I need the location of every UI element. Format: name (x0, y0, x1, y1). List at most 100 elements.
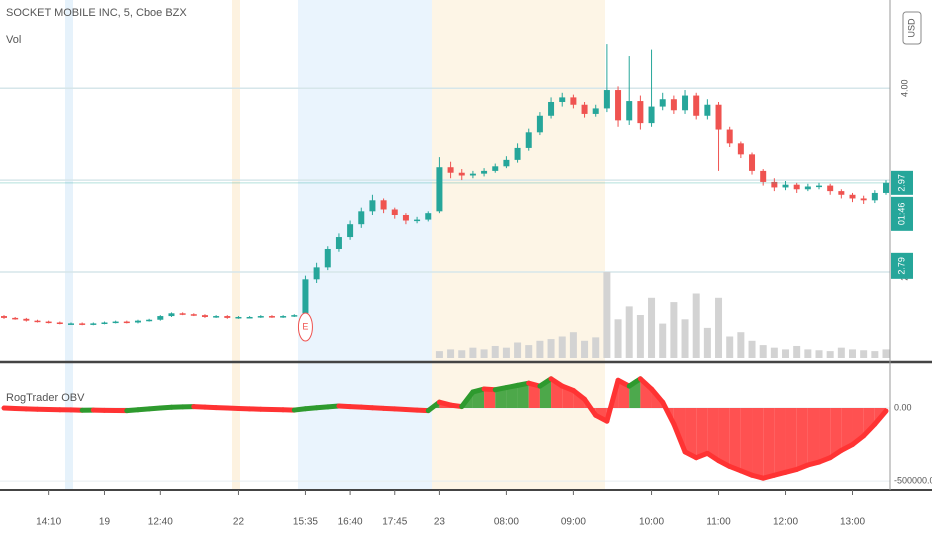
last-price-badge (891, 170, 913, 195)
volume-bar (882, 349, 890, 358)
obv-area (718, 408, 730, 467)
x-tick-label: 14:10 (36, 517, 61, 528)
candle-body (581, 104, 588, 114)
candle-body (79, 323, 86, 325)
candle-body (659, 99, 666, 107)
obv-area (528, 383, 540, 409)
candle-body (168, 313, 175, 317)
obv-area (495, 387, 507, 409)
candle-body (860, 198, 867, 201)
obv-area (819, 408, 831, 463)
candle-body (302, 279, 309, 314)
x-tick-label: 16:40 (338, 517, 363, 528)
obv-area (774, 408, 786, 476)
x-tick-label: 19 (99, 517, 111, 528)
candle-body (101, 322, 108, 324)
volume-bar (469, 347, 477, 358)
volume-bar (603, 272, 611, 358)
candle-body (637, 101, 644, 124)
volume-bar (636, 315, 644, 358)
x-tick-label: 11:00 (706, 517, 731, 528)
volume-bar (502, 347, 510, 358)
x-tick-label: 13:00 (840, 517, 865, 528)
candle-body (224, 316, 231, 318)
obv-line (861, 421, 878, 439)
volume-bar (558, 336, 566, 358)
candle-body (335, 237, 342, 249)
candle-body (682, 95, 689, 111)
candle-body (704, 104, 711, 116)
volume-bar (648, 297, 656, 358)
indicator-tick-label: 0.00 (894, 402, 912, 412)
candle-body (492, 166, 499, 171)
candle-body (90, 323, 97, 325)
candle-body (190, 314, 197, 316)
obv-area (696, 408, 708, 458)
candle-body (648, 106, 655, 124)
candle-body (246, 316, 253, 319)
last-price: 2.97 (896, 174, 906, 192)
candle-body (469, 173, 476, 176)
volume-bar (815, 350, 823, 358)
volume-bar (692, 293, 700, 358)
candle-body (179, 313, 186, 315)
candle-body (559, 97, 566, 102)
candle-body (793, 184, 800, 190)
obv-area (841, 408, 853, 451)
candle-body (213, 316, 220, 318)
session-band (65, 0, 73, 490)
volume-bar (703, 327, 711, 358)
volume-bar (737, 332, 745, 358)
volume-bar (659, 323, 667, 358)
obv-area (707, 408, 719, 461)
volume-bar (491, 345, 499, 358)
obv-area (763, 408, 775, 479)
candle-body (257, 316, 264, 318)
candle-body (56, 322, 63, 324)
candle-body (827, 185, 834, 192)
x-tick-label: 23 (434, 517, 446, 528)
x-tick-label: 17:45 (382, 517, 407, 528)
candle-body (838, 191, 845, 195)
candle-body (34, 320, 41, 323)
candle-body (737, 143, 744, 155)
volume-bar (782, 349, 790, 358)
obv-area (506, 385, 518, 409)
x-tick-label: 22 (233, 517, 245, 528)
x-tick-label: 10:00 (639, 517, 664, 528)
countdown: 01:46 (896, 203, 906, 226)
obv-line (637, 376, 655, 392)
obv-area (785, 408, 797, 473)
candle-body (871, 192, 878, 201)
candle-body (112, 321, 119, 324)
volume-bar (793, 345, 801, 358)
candle-body (670, 99, 677, 111)
obv-line (660, 399, 677, 427)
second-price: 2.79 (896, 257, 906, 275)
candle-body (615, 90, 622, 121)
indicator-tick-label: -500000.00 (894, 475, 932, 485)
candle-body (391, 209, 398, 215)
volume-bar (670, 302, 678, 358)
second-price-badge (891, 252, 913, 279)
volume-bar (447, 349, 455, 358)
volume-bar (849, 349, 857, 358)
candle-body (347, 224, 354, 238)
candle-body (67, 323, 74, 325)
candle-body (369, 200, 376, 212)
x-tick-label: 09:00 (561, 517, 586, 528)
volume-bar (826, 351, 834, 358)
volume-bar (435, 351, 443, 358)
countdown-badge (891, 196, 913, 231)
volume-bar (759, 345, 767, 358)
currency-box[interactable] (902, 11, 922, 45)
candle-body (883, 182, 889, 193)
obv-line (649, 386, 666, 405)
candle-body (849, 194, 856, 199)
candle-body (12, 317, 19, 320)
obv-area (517, 383, 529, 409)
session-band (432, 0, 605, 490)
candle-body (693, 95, 700, 116)
volume-bar (592, 337, 600, 358)
currency[interactable]: USD (906, 18, 916, 38)
